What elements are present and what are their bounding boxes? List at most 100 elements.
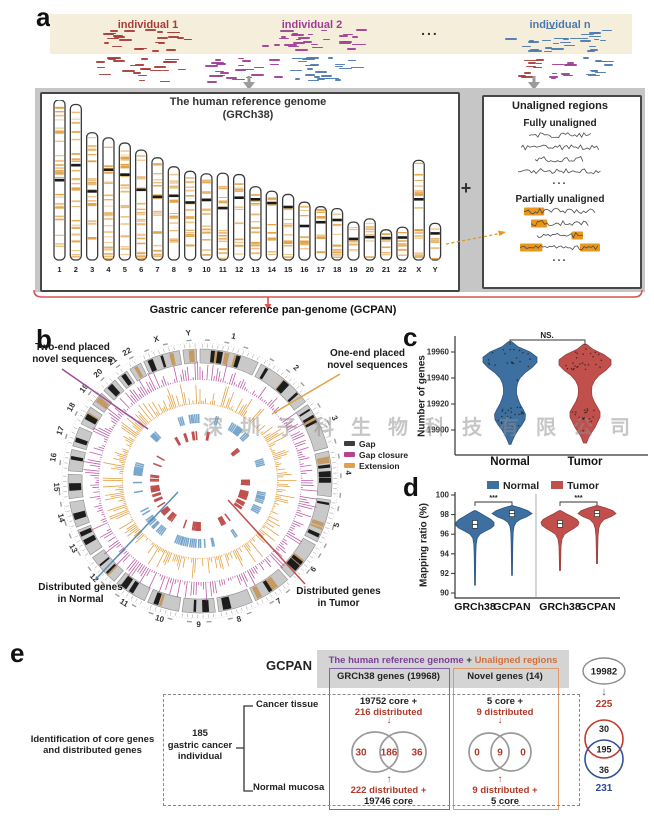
read-dash: [140, 58, 149, 60]
read-dash: [303, 41, 313, 43]
callout-tumor-line2: in Tumor: [317, 598, 360, 609]
svg-text:15: 15: [52, 482, 61, 492]
read-dash: [600, 39, 606, 42]
read-dash: [528, 50, 542, 52]
svg-text:9: 9: [196, 620, 201, 629]
fully-unaligned-sequence: [535, 155, 584, 163]
fully-unaligned-label: Fully unaligned: [523, 118, 597, 129]
read-dash: [210, 62, 224, 64]
read-dash: [217, 74, 225, 77]
read-dash: [589, 35, 601, 38]
legend-normal: Normal: [486, 480, 539, 492]
read-dash: [543, 50, 552, 53]
read-dash: [550, 77, 557, 80]
read-dash: [292, 42, 305, 44]
callout-two-end-line2: novel sequences: [32, 354, 113, 365]
read-dash: [324, 77, 331, 80]
read-dash: [535, 59, 545, 61]
callout-one-end: One-end placed novel sequences: [310, 348, 425, 372]
read-dash: [505, 38, 518, 40]
plus-sign: +: [460, 178, 472, 198]
panel-b-label: b: [36, 324, 52, 354]
panel-c-label: c: [403, 322, 418, 352]
read-dash: [350, 66, 365, 69]
total-genes-ellipse: 19982: [582, 657, 626, 685]
read-dash: [123, 30, 135, 32]
read-dash: [581, 37, 588, 40]
grch38-venn: 30 186 36: [351, 731, 427, 773]
cohort-count: 185: [192, 728, 208, 739]
panel-c-xlabel-tumor: Tumor: [567, 456, 603, 468]
svg-text:17: 17: [55, 425, 67, 437]
gcpan-caption: Gastric cancer reference pan-genome (GCP…: [149, 304, 397, 316]
svg-text:8: 8: [172, 265, 176, 274]
read-dash: [343, 33, 353, 36]
read-dash: [270, 63, 280, 66]
read-dash: [305, 74, 315, 76]
read-dash: [589, 49, 598, 51]
read-dash: [134, 48, 144, 50]
novel-up-arrow-icon: ↑: [497, 774, 503, 785]
svg-text:GCPAN: GCPAN: [578, 601, 615, 613]
read-dash: [581, 33, 594, 36]
panel-a-label: a: [36, 2, 51, 32]
svg-text:21: 21: [382, 265, 390, 274]
read-dash: [139, 68, 152, 70]
panel-d-legend: Normal Tumor: [478, 480, 608, 492]
svg-text:6: 6: [308, 564, 318, 573]
read-dash: [177, 68, 186, 71]
svg-text:6: 6: [139, 265, 143, 274]
read-dash: [295, 49, 308, 51]
read-dash: [165, 58, 180, 61]
cohort-line3: individual: [177, 751, 223, 762]
novel-venn-right: 0: [520, 748, 526, 759]
read-dash: [238, 57, 245, 60]
circos-ideogram-ring: [67, 348, 333, 614]
gcpan-brace: [33, 289, 643, 310]
svg-text:19: 19: [349, 265, 357, 274]
read-dash: [214, 59, 221, 61]
read-dash: [602, 29, 613, 32]
svg-text:GCPAN: GCPAN: [493, 601, 530, 613]
unaligned-regions-title: Unaligned regions: [512, 100, 608, 112]
down-arrow-icon: [243, 76, 255, 90]
read-dash: [163, 69, 170, 72]
header-plus: +: [466, 655, 472, 666]
read-dash: [111, 45, 122, 48]
read-dash: [530, 48, 539, 51]
svg-text:2: 2: [74, 265, 78, 274]
read-dash: [524, 59, 538, 62]
read-dash: [156, 31, 163, 33]
read-dash: [338, 67, 353, 70]
read-dash: [533, 49, 539, 52]
callout-one-end-line1: One-end placed: [329, 348, 405, 359]
legend-item-extension: Extension: [344, 460, 408, 471]
read-dash: [589, 45, 597, 48]
individuals-band: [50, 14, 632, 54]
svg-text:18: 18: [333, 265, 341, 274]
svg-text:10: 10: [202, 265, 210, 274]
read-dash: [103, 42, 110, 44]
read-dash: [295, 38, 302, 41]
grch38-venn-middle: 186: [381, 748, 398, 759]
novel-down-arrow-icon: ↓: [497, 715, 503, 726]
read-dash: [110, 32, 117, 35]
read-dash: [533, 66, 542, 69]
circos-outer-ticks: [58, 339, 342, 623]
legend-tumor-label: Tumor: [567, 480, 600, 492]
unaligned-sequences: [482, 95, 638, 285]
svg-text:19960: 19960: [427, 348, 450, 357]
grch38-normal-counts: 222 distributed + 19746 core: [329, 785, 448, 807]
svg-text:18: 18: [65, 401, 78, 414]
read-dash: [109, 30, 119, 32]
left-title-line1: Identification of core genes: [30, 734, 155, 745]
panel-d-label: d: [403, 472, 419, 502]
read-dash: [551, 63, 564, 66]
gcpan-header-box: [317, 650, 569, 688]
svg-text:100: 100: [436, 491, 450, 500]
svg-text:3: 3: [330, 414, 340, 422]
read-dash: [238, 64, 244, 67]
svg-text:***: ***: [489, 495, 497, 502]
read-dash: [518, 75, 527, 77]
svg-text:19920: 19920: [427, 400, 450, 409]
